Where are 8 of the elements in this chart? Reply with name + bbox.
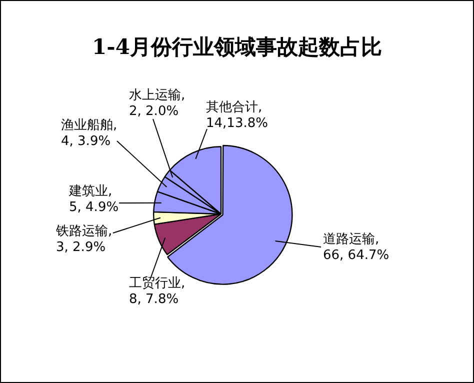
- chart-title: 1-4月份行业领域事故起数占比: [91, 33, 383, 61]
- slice-label: 渔业船舶,4, 3.9%: [61, 118, 118, 149]
- slice-label: 工贸行业,8, 7.8%: [129, 276, 186, 307]
- slice-label: 水上运输,2, 2.0%: [129, 88, 186, 119]
- slice-label: 建筑业,5, 4.9%: [68, 184, 119, 215]
- slice-label: 其他合计,14,13.8%: [206, 100, 268, 131]
- slice-label: 铁路运输,3, 2.9%: [55, 224, 112, 255]
- slice-label: 道路运输,66, 64.7%: [323, 232, 390, 263]
